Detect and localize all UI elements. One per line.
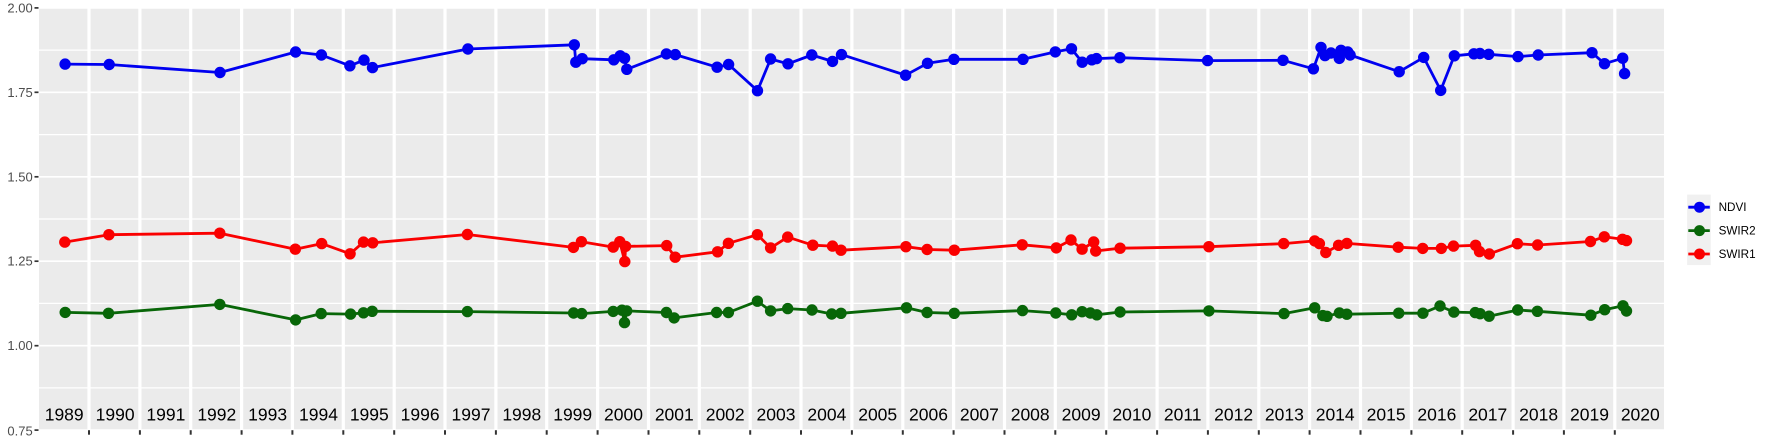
svg-text:2002: 2002 <box>706 405 745 425</box>
svg-text:2005: 2005 <box>858 405 897 425</box>
svg-text:2020: 2020 <box>1621 405 1660 425</box>
svg-text:SWIR2: SWIR2 <box>1719 225 1756 238</box>
svg-text:2014: 2014 <box>1316 405 1355 425</box>
svg-text:1994: 1994 <box>299 405 338 425</box>
svg-text:1.50: 1.50 <box>7 169 32 184</box>
svg-text:2018: 2018 <box>1519 405 1558 425</box>
svg-text:1995: 1995 <box>350 405 389 425</box>
svg-text:1992: 1992 <box>197 405 236 425</box>
svg-text:2011: 2011 <box>1164 405 1202 425</box>
svg-text:1999: 1999 <box>553 405 592 425</box>
svg-text:1.75: 1.75 <box>7 85 32 100</box>
svg-text:2004: 2004 <box>807 405 846 425</box>
svg-text:2013: 2013 <box>1265 405 1304 425</box>
svg-text:2010: 2010 <box>1112 405 1151 425</box>
svg-text:SWIR1: SWIR1 <box>1719 248 1756 261</box>
svg-text:2016: 2016 <box>1417 405 1456 425</box>
svg-text:1989: 1989 <box>45 405 84 425</box>
svg-text:2017: 2017 <box>1468 405 1507 425</box>
svg-text:1993: 1993 <box>248 405 287 425</box>
svg-text:2001: 2001 <box>655 405 694 425</box>
svg-text:2007: 2007 <box>960 405 999 425</box>
svg-text:1991: 1991 <box>146 405 185 425</box>
svg-text:1998: 1998 <box>502 405 541 425</box>
svg-text:1996: 1996 <box>401 405 440 425</box>
svg-text:2015: 2015 <box>1367 405 1406 425</box>
svg-text:1990: 1990 <box>96 405 135 425</box>
svg-text:2012: 2012 <box>1214 405 1253 425</box>
svg-text:2.00: 2.00 <box>7 0 32 15</box>
svg-text:NDVI: NDVI <box>1719 201 1747 214</box>
svg-text:1.25: 1.25 <box>7 254 32 269</box>
svg-text:1.00: 1.00 <box>7 338 32 353</box>
svg-text:2003: 2003 <box>757 405 796 425</box>
svg-text:0.75: 0.75 <box>7 423 32 438</box>
svg-text:2006: 2006 <box>909 405 948 425</box>
svg-text:2008: 2008 <box>1011 405 1050 425</box>
svg-text:1997: 1997 <box>452 405 491 425</box>
svg-text:2019: 2019 <box>1570 405 1609 425</box>
svg-text:2009: 2009 <box>1062 405 1101 425</box>
svg-text:2000: 2000 <box>604 405 643 425</box>
